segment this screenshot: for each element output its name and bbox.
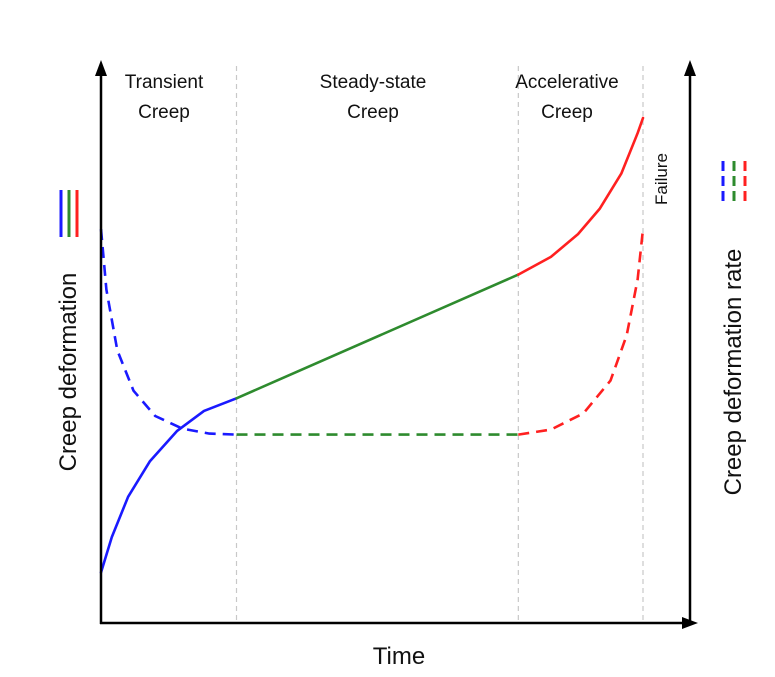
y-axis-right-label: Creep deformation rate — [720, 249, 747, 496]
phase-label-transient-line2: Creep — [138, 102, 190, 123]
deformation-curve-1 — [99, 396, 238, 574]
rate-curve-3 — [518, 228, 645, 436]
rate-curve-1 — [99, 228, 237, 436]
y-axis-right-arrow — [684, 60, 696, 76]
phase-label-accelerative-line2: Creep — [541, 102, 593, 123]
deformation-curve-3 — [516, 116, 645, 276]
failure-label: Failure — [652, 153, 671, 205]
series-group — [99, 116, 645, 574]
x-axis-label: Time — [373, 643, 425, 670]
legend-left-solid — [59, 190, 79, 237]
phase-label-transient-line1: Transient — [125, 72, 204, 93]
phase-label-accelerative-line1: Accelerative — [515, 72, 619, 93]
legend-right-dashed — [721, 161, 747, 202]
phase-label-steady-line1: Steady-state — [320, 72, 427, 93]
y-axis-left-arrow — [95, 60, 107, 76]
y-axis-left-label: Creep deformation — [55, 273, 82, 472]
deformation-curve-2 — [235, 273, 520, 400]
phase-separators — [235, 66, 644, 621]
phase-label-steady-line2: Creep — [347, 102, 399, 123]
